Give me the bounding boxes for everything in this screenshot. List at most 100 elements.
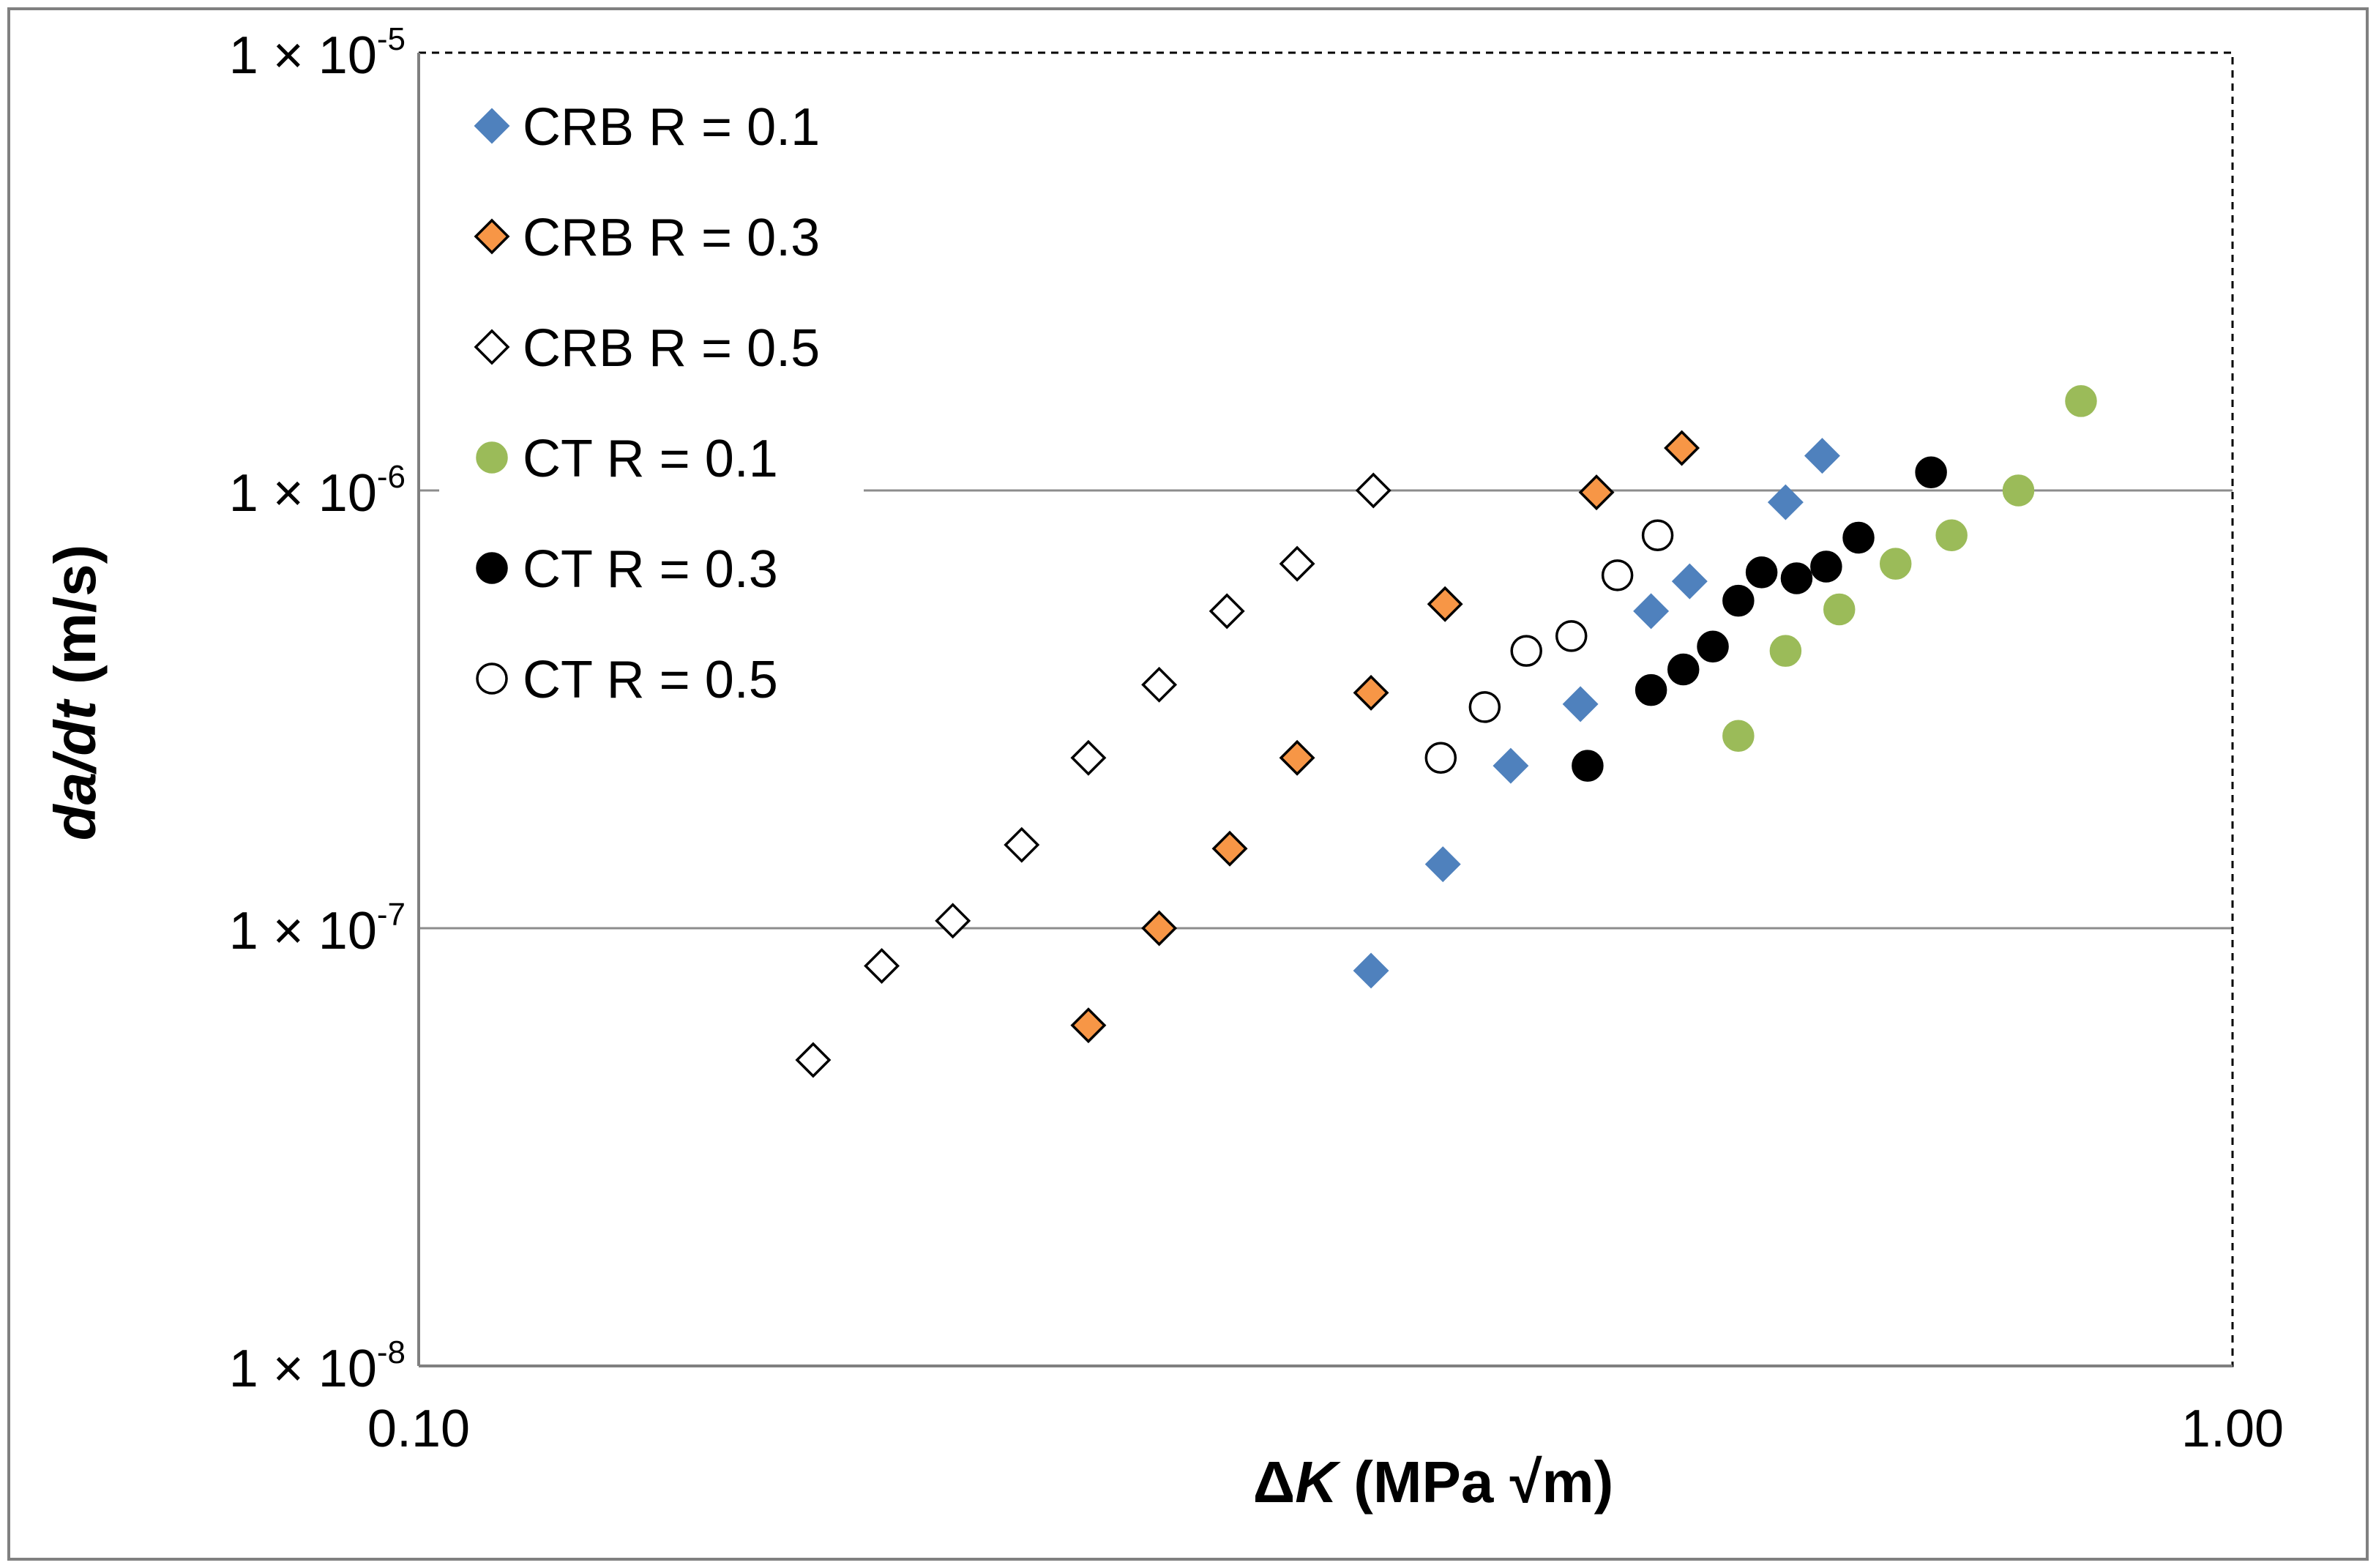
data-point — [1767, 484, 1804, 520]
data-point — [864, 948, 900, 985]
data-point — [1769, 635, 1802, 667]
data-points — [795, 385, 2097, 1078]
data-point — [1493, 747, 1529, 784]
y-tick-label: 1 × 10-5 — [229, 21, 406, 85]
data-point — [1722, 584, 1755, 617]
data-point — [1141, 666, 1178, 703]
data-point — [1823, 593, 1856, 626]
legend-item: CRB R = 0.3 — [474, 209, 820, 267]
legend-background — [439, 81, 864, 736]
data-point — [1211, 830, 1248, 867]
y-tick-exponent: -5 — [377, 21, 406, 57]
y-axis-title: da/dt (m/s) — [42, 545, 108, 840]
y-axis-title-var: da/dt — [42, 698, 108, 840]
x-axis-title-var: K — [1295, 1449, 1341, 1515]
data-point — [1804, 438, 1840, 474]
x-axis-title: ΔK (MPa √m) — [1253, 1449, 1614, 1515]
data-point — [1353, 674, 1389, 711]
legend-marker — [474, 108, 510, 144]
legend-item: CT R = 0.1 — [476, 430, 778, 488]
data-point — [1070, 739, 1107, 776]
data-point — [1141, 910, 1178, 947]
y-tick-exponent: -7 — [377, 897, 406, 933]
series-1 — [1070, 430, 1700, 1044]
data-point — [1355, 472, 1391, 509]
series-0 — [1353, 438, 1840, 989]
legend-label: CRB R = 0.5 — [523, 319, 820, 378]
x-tick-label: 0.10 — [367, 1400, 470, 1458]
data-point — [1842, 521, 1875, 554]
data-point — [1879, 548, 1912, 580]
x-axis-title-units: (MPa √m) — [1337, 1449, 1613, 1515]
y-tick-label: 1 × 10-8 — [229, 1334, 406, 1398]
x-axis-title-symbol: Δ — [1253, 1449, 1296, 1515]
legend-marker — [474, 329, 510, 365]
data-point — [1745, 556, 1778, 589]
y-tick-exponent: -8 — [377, 1334, 406, 1370]
data-point — [1070, 1007, 1107, 1044]
data-point — [1424, 742, 1457, 774]
y-tick-mantissa: 1 × 10 — [229, 1340, 377, 1398]
y-tick-label: 1 × 10-7 — [229, 897, 406, 960]
legend-label: CRB R = 0.1 — [523, 98, 820, 157]
data-point — [1667, 653, 1700, 686]
legend-label: CRB R = 0.3 — [523, 209, 820, 267]
data-point — [1555, 620, 1588, 652]
data-point — [1510, 635, 1542, 667]
data-point — [935, 903, 971, 939]
legend-marker — [476, 662, 508, 695]
series-4 — [1572, 456, 1947, 782]
data-point — [1208, 593, 1245, 630]
figure-border — [7, 7, 2369, 1561]
legend-item: CRB R = 0.5 — [474, 319, 820, 378]
y-axis-title-units: (m/s) — [42, 545, 108, 701]
legend-label: CT R = 0.3 — [523, 540, 778, 599]
data-point — [1697, 630, 1729, 662]
data-point — [2065, 385, 2097, 417]
data-point — [1601, 559, 1634, 591]
data-point — [1915, 456, 1947, 488]
data-point — [1572, 750, 1604, 782]
data-point — [1633, 593, 1670, 630]
y-tick-labels: 1 × 10-81 × 10-71 × 10-61 × 10-5 — [229, 21, 406, 1398]
data-point — [1671, 563, 1708, 600]
series-5 — [1424, 519, 1674, 774]
series-2 — [795, 472, 1391, 1078]
data-point — [1935, 519, 1968, 551]
data-point — [1810, 550, 1842, 583]
y-tick-label: 1 × 10-6 — [229, 459, 406, 523]
data-point — [1427, 586, 1463, 622]
data-point — [795, 1042, 832, 1078]
legend-marker — [476, 552, 508, 584]
data-point — [1279, 545, 1315, 582]
x-tick-labels: 0.10 1.00 — [367, 1400, 2284, 1458]
data-point — [1468, 691, 1501, 723]
data-point — [1279, 739, 1315, 776]
legend-label: CT R = 0.5 — [523, 651, 778, 709]
data-point — [2002, 474, 2035, 507]
y-tick-mantissa: 1 × 10 — [229, 26, 377, 85]
data-point — [1722, 720, 1755, 753]
y-tick-exponent: -6 — [377, 459, 406, 495]
data-point — [1353, 952, 1389, 989]
data-point — [1562, 686, 1599, 723]
data-point — [1641, 519, 1674, 551]
series-3 — [1722, 385, 2097, 753]
legend-item: CT R = 0.3 — [476, 540, 778, 599]
data-point — [1635, 673, 1667, 706]
data-point — [1578, 474, 1615, 511]
data-point — [1004, 826, 1040, 863]
legend-item: CT R = 0.5 — [476, 651, 778, 709]
y-tick-mantissa: 1 × 10 — [229, 464, 377, 523]
legend-item: CRB R = 0.1 — [474, 98, 820, 157]
x-tick-label: 1.00 — [2181, 1400, 2284, 1458]
legend-marker — [476, 441, 508, 474]
y-tick-mantissa: 1 × 10 — [229, 902, 377, 960]
data-point — [1424, 846, 1461, 883]
legend: CRB R = 0.1 CRB R = 0.3 CRB R = 0.5 CT R = … — [439, 81, 864, 736]
legend-marker — [474, 218, 510, 255]
data-point — [1780, 562, 1813, 594]
legend-label: CT R = 0.1 — [523, 430, 778, 488]
data-point — [1664, 430, 1700, 466]
